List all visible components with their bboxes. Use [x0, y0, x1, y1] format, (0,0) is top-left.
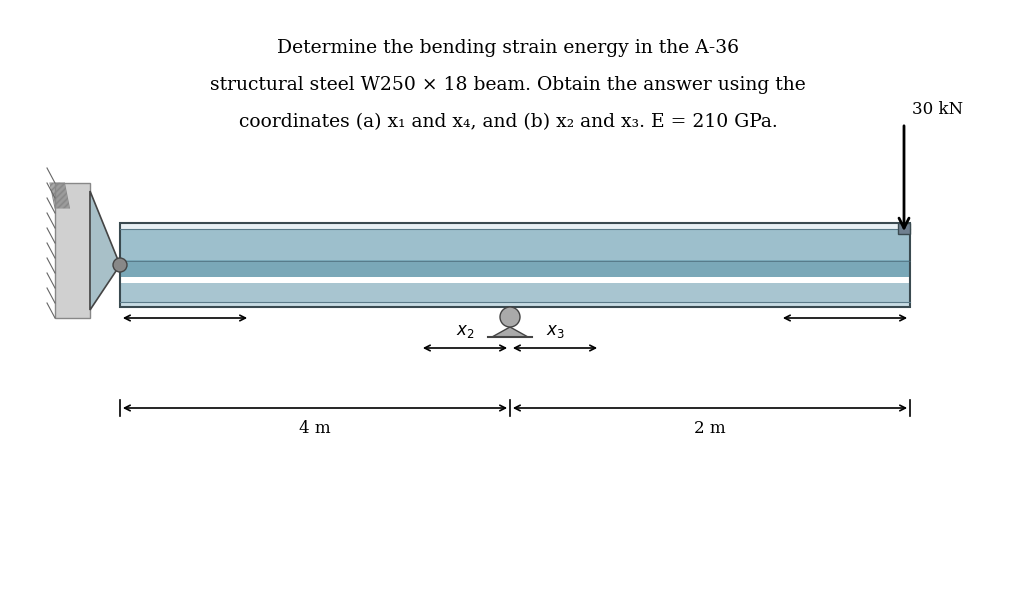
Bar	[120, 260, 910, 277]
Text: $x_4$: $x_4$	[836, 293, 854, 310]
Text: structural steel W250 × 18 beam. Obtain the answer using the: structural steel W250 × 18 beam. Obtain …	[211, 76, 805, 94]
Bar	[120, 229, 910, 260]
Text: 2 m: 2 m	[695, 420, 726, 437]
Text: coordinates (a) x₁ and x₄, and (b) x₂ and x₃. E = 210 GPa.: coordinates (a) x₁ and x₄, and (b) x₂ an…	[239, 113, 777, 131]
Bar	[120, 223, 910, 229]
Text: 30 kN: 30 kN	[912, 101, 963, 118]
Text: 4 m: 4 m	[299, 420, 331, 437]
Text: $x_3$: $x_3$	[545, 323, 564, 340]
Circle shape	[113, 258, 127, 272]
Bar	[898, 223, 910, 234]
Bar	[120, 223, 910, 307]
Bar	[55, 183, 89, 318]
Polygon shape	[89, 191, 120, 310]
Text: $x_2$: $x_2$	[456, 323, 474, 340]
Bar	[120, 283, 910, 302]
Text: Determine the bending strain energy in the A-36: Determine the bending strain energy in t…	[277, 39, 739, 57]
Polygon shape	[492, 327, 528, 337]
Text: $x_1$: $x_1$	[176, 293, 194, 310]
Bar	[120, 302, 910, 307]
Circle shape	[500, 307, 520, 327]
